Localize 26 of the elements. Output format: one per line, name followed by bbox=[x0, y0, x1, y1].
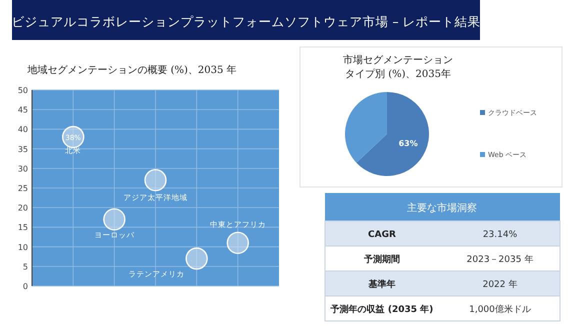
chart-title: 市場セグメンテーションタイプ別 (%)、2035年 bbox=[343, 54, 453, 80]
text: 1,000億米ドル bbox=[469, 304, 531, 315]
text: 23.14% bbox=[482, 230, 518, 240]
text: 予測年の収益 (2035 年) bbox=[330, 304, 434, 315]
text: 予測期間 bbox=[363, 254, 400, 265]
y-tick-label: 40 bbox=[18, 125, 28, 134]
text: 2022 年 bbox=[482, 279, 518, 290]
text: 2023－2035 年 bbox=[466, 254, 534, 265]
data-label: 63% bbox=[398, 139, 418, 148]
y-tick-label: 5 bbox=[22, 262, 28, 272]
y-tick-label: 50 bbox=[18, 86, 28, 95]
y-tick-label: 35 bbox=[18, 144, 28, 154]
y-tick-label: 10 bbox=[18, 242, 28, 252]
text: CAGR bbox=[368, 230, 396, 240]
y-tick-label: 20 bbox=[18, 204, 28, 213]
y-tick-label: 25 bbox=[18, 184, 28, 193]
text: 基準年 bbox=[368, 279, 396, 290]
chart-title: 地域セグメンテーションの概要 (%)、2035 年 bbox=[26, 64, 237, 76]
text: 主要な市場洞察 bbox=[407, 202, 477, 214]
y-tick-label: 30 bbox=[18, 164, 28, 174]
y-tick-label: 0 bbox=[22, 282, 28, 291]
text: ビジュアルコラボレーションプラットフォームソフトウェア市場 – レポート結果 bbox=[11, 14, 481, 29]
y-tick-label: 45 bbox=[18, 106, 28, 115]
pie-slice bbox=[356, 92, 429, 176]
y-tick-label: 15 bbox=[18, 223, 28, 232]
pie-slice bbox=[345, 92, 387, 163]
